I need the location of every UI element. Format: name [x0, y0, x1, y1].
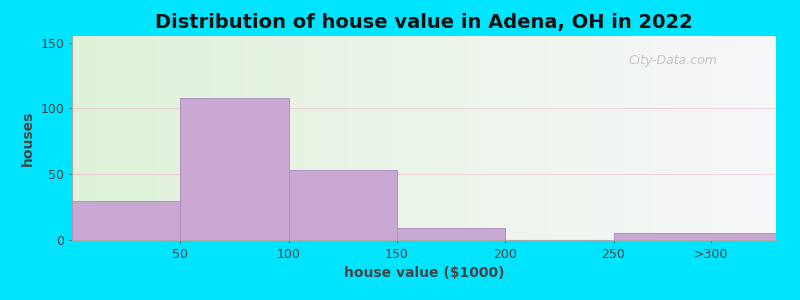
Bar — [614, 233, 776, 240]
Bar — [72, 200, 180, 240]
Text: City-Data.com: City-Data.com — [628, 54, 717, 67]
X-axis label: house value ($1000): house value ($1000) — [344, 266, 504, 280]
Bar — [397, 228, 506, 240]
Bar — [180, 98, 289, 240]
Bar — [289, 170, 397, 240]
Y-axis label: houses: houses — [21, 110, 35, 166]
Title: Distribution of house value in Adena, OH in 2022: Distribution of house value in Adena, OH… — [155, 13, 693, 32]
